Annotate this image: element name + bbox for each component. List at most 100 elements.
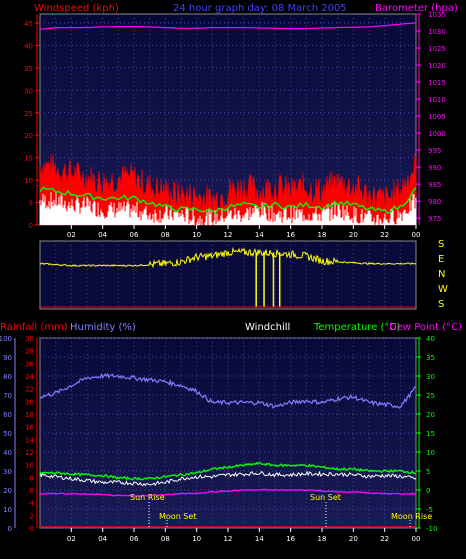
humidity-tick-label: 90 [3,354,12,362]
windchill-line [39,470,417,487]
temperature-x-tick-label: 12 [224,535,233,543]
humidity-tick-label: 10 [3,506,12,514]
temperature-tick-label: 10 [426,449,435,457]
humidity-line [39,372,417,409]
humidity-tick-label: 20 [3,487,12,495]
humidity-tick-label: 50 [3,430,12,438]
temperature-x-tick-label: 22 [380,535,389,543]
windspeed-tick-label: 25 [24,110,33,118]
temperature-tick-label: 25 [426,392,435,400]
wind-x-tick-label: 14 [255,231,264,239]
rainfall-tick-label: 16 [25,424,34,432]
rainfall-tick-label: 18 [25,411,34,419]
dewpoint-axis-title: Dew Point (°C) [389,322,462,333]
barometer-tick-label: 1015 [428,79,446,87]
wind-x-tick-label: 16 [286,231,295,239]
wind-x-tick-label: 18 [318,231,327,239]
temperature-x-tick-label: 16 [286,535,295,543]
rainfall-tick-label: 12 [25,449,34,457]
rainfall-tick-label: 10 [25,462,34,470]
humidity-axis-title: Humidity (%) [70,322,136,333]
temperature-tick-label: 35 [426,354,435,362]
windspeed-tick-label: 0 [29,222,33,230]
humidity-tick-label: 60 [3,411,12,419]
barometer-tick-label: 1000 [428,130,446,138]
temperature-x-axis-ticks: 02 04 06 08 10 12 14 16 18 20 22 00 [67,528,421,543]
temperature-x-tick-label: 08 [161,535,170,543]
windspeed-tick-label: 30 [24,87,33,95]
wind-x-tick-label: 10 [192,231,201,239]
wind-x-tick-label: 20 [349,231,358,239]
rainfall-tick-label: 4 [30,500,35,508]
windspeed-tick-label: 15 [24,155,33,163]
temperature-tick-label: 5 [426,468,430,476]
sun-set-label: Sun Set [310,493,341,502]
direction-label: S [438,239,444,250]
moon-set-label: Moon Set [159,512,196,521]
direction-label: W [438,284,448,295]
barometer-tick-label: 995 [428,147,441,155]
windspeed-area [39,153,417,226]
barometer-tick-label: 990 [428,164,441,172]
temperature-plot-grid [40,337,416,529]
wind-x-tick-label: 08 [161,231,170,239]
temperature-tick-label: 20 [426,411,435,419]
temperature-series [39,372,417,528]
temperature-tick-label: 40 [426,335,435,343]
temperature-line [39,461,416,481]
temperature-x-tick-label: 00 [412,535,421,543]
rainfall-tick-label: 24 [25,373,34,381]
dewpoint-line [40,488,417,497]
windspeed-tick-label: 45 [24,20,33,28]
barometer-axis-ticks: 975 980 985 990 995 1000 1005 1010 1015 1020 1025 1… [416,11,446,225]
windspeed-tick-label: 20 [24,132,33,140]
wind-x-tick-label: 06 [130,231,139,239]
temperature-x-tick-label: 04 [98,535,107,543]
temperature-tick-label: 0 [426,487,430,495]
rainfall-axis-title: Rainfall (mm) [0,322,68,333]
temperature-tick-label: -5 [426,506,433,514]
temperature-tick-label: -10 [426,525,437,533]
barometer-tick-label: 1030 [428,28,446,36]
barometer-tick-label: 1025 [428,45,446,53]
windspeed-axis-title: Windspeed (kph) [34,3,119,14]
barometer-tick-label: 1010 [428,96,446,104]
temperature-plot-axis-ticks: 0102030405060708090100024681012141618202… [0,335,437,533]
rainfall-tick-label: 26 [25,360,34,368]
temperature-x-tick-label: 18 [318,535,327,543]
humidity-tick-label: 40 [3,449,12,457]
sun-rise-label: Sun Rise [130,493,165,502]
wind-x-tick-label: 00 [412,231,421,239]
barometer-tick-label: 980 [428,198,441,206]
windspeed-tick-label: 40 [24,42,33,50]
wind-x-tick-label: 04 [98,231,107,239]
temperature-x-tick-label: 10 [192,535,201,543]
wind-series [39,22,417,226]
rainfall-tick-label: 2 [30,512,34,520]
barometer-tick-label: 1035 [428,11,446,19]
temperature-x-tick-label: 14 [255,535,264,543]
direction-label: S [438,299,444,310]
barometer-line [39,22,417,30]
rainfall-tick-label: 6 [30,487,35,495]
windspeed-tick-label: 35 [24,65,33,73]
rainfall-tick-label: 30 [25,335,34,343]
rainfall-tick-label: 28 [25,348,34,356]
graph-title: 24 hour graph day: 08 March 2005 [173,3,347,14]
rainfall-tick-label: 0 [30,525,34,533]
direction-plot-grid [55,241,401,309]
temperature-tick-label: 30 [426,373,435,381]
direction-series [39,246,417,308]
rainfall-tick-label: 8 [30,474,34,482]
windchill-title: Windchill [245,322,290,333]
rainfall-tick-label: 20 [25,398,34,406]
rainfall-tick-label: 14 [25,436,34,444]
humidity-tick-label: 30 [3,468,12,476]
direction-label: E [438,254,444,265]
wind-direction-line [39,246,417,269]
temperature-x-tick-label: 06 [130,535,139,543]
wind-x-tick-label: 02 [67,231,76,239]
barometer-tick-label: 1020 [428,62,446,70]
